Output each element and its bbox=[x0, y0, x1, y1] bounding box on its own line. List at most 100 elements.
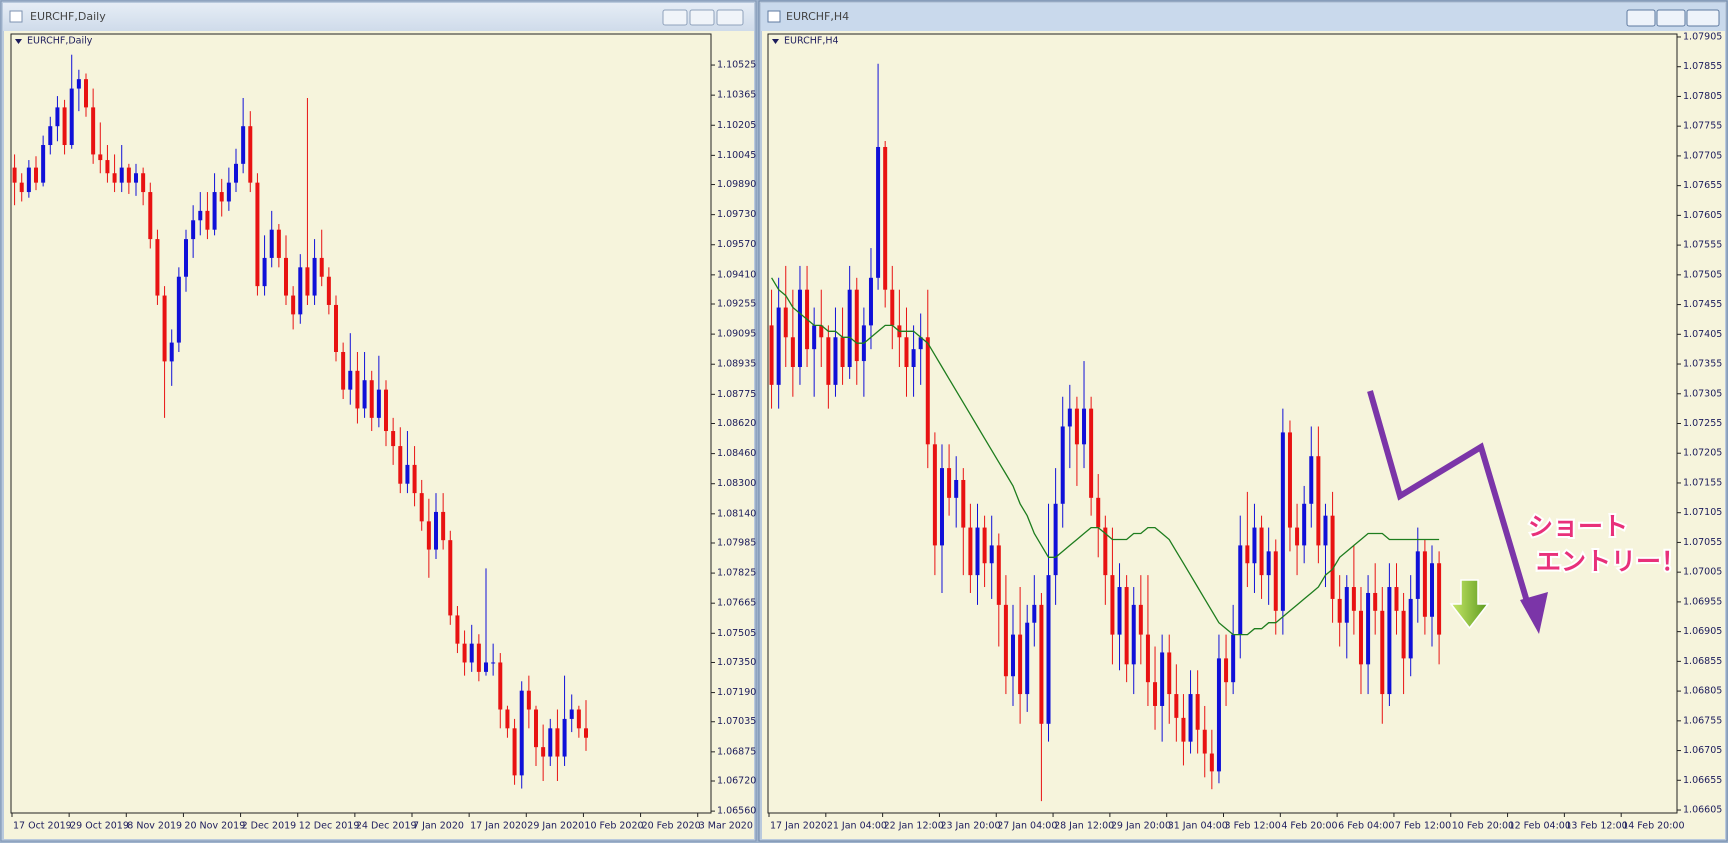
x-tick-label: 17 Oct 2019 bbox=[13, 821, 72, 832]
candle-body bbox=[476, 643, 481, 672]
candle-body bbox=[419, 493, 424, 522]
candle-body bbox=[119, 167, 124, 183]
title-bar bbox=[3, 3, 754, 31]
y-tick-label: 1.06955 bbox=[1683, 596, 1722, 607]
close-button[interactable] bbox=[716, 9, 744, 26]
candle-body bbox=[162, 295, 167, 362]
candle-body bbox=[819, 325, 824, 338]
y-tick-label: 1.07305 bbox=[1683, 388, 1722, 399]
x-tick-label: 7 Feb 12:00 bbox=[1395, 821, 1451, 832]
candle-body bbox=[12, 167, 17, 183]
candle-body bbox=[975, 527, 980, 576]
x-tick-label: 3 Mar 2020 bbox=[699, 821, 753, 832]
y-tick-label: 1.10365 bbox=[717, 90, 756, 101]
candle-body bbox=[262, 257, 267, 287]
candle-body bbox=[526, 690, 531, 710]
candle-body bbox=[34, 167, 38, 183]
candle-body bbox=[91, 107, 96, 155]
candle-body bbox=[341, 351, 346, 390]
candle-body bbox=[534, 709, 538, 748]
y-tick-label: 1.06805 bbox=[1683, 686, 1722, 697]
candle-body bbox=[1160, 652, 1165, 706]
candle-body bbox=[1330, 515, 1335, 599]
y-tick-label: 1.09570 bbox=[717, 239, 756, 250]
candle-body bbox=[105, 160, 110, 174]
candle-body bbox=[911, 349, 916, 368]
candle-body bbox=[833, 337, 838, 385]
candle-body bbox=[1067, 408, 1072, 427]
x-tick-label: 6 Feb 04:00 bbox=[1338, 821, 1394, 832]
x-tick-label: 27 Jan 04:00 bbox=[997, 821, 1057, 832]
candle-body bbox=[1195, 694, 1200, 730]
menu-triangle bbox=[15, 39, 22, 44]
candle-body bbox=[448, 540, 453, 616]
chart-background bbox=[4, 31, 754, 839]
y-tick-label: 1.06705 bbox=[1683, 745, 1722, 756]
candle-body bbox=[1252, 527, 1257, 564]
candle-body bbox=[69, 88, 74, 146]
candle-body bbox=[569, 709, 574, 719]
y-tick-label: 1.09095 bbox=[717, 329, 756, 340]
candle-body bbox=[1110, 575, 1115, 635]
x-tick-label: 29 Jan 20:00 bbox=[1111, 821, 1171, 832]
candle-body bbox=[441, 511, 446, 541]
restore-button[interactable] bbox=[689, 9, 715, 26]
restore-button[interactable] bbox=[1656, 9, 1686, 27]
candle-body bbox=[41, 145, 46, 183]
candle-body bbox=[212, 192, 217, 230]
candle-body bbox=[932, 444, 937, 546]
candle-body bbox=[1117, 587, 1122, 635]
candle-body bbox=[925, 337, 930, 445]
candle-body bbox=[176, 276, 181, 343]
chart-background bbox=[762, 31, 1725, 839]
title-bar bbox=[761, 3, 1725, 31]
y-tick-label: 1.07190 bbox=[717, 687, 756, 698]
candle-body bbox=[1273, 551, 1278, 611]
y-tick-label: 1.07805 bbox=[1683, 91, 1722, 102]
y-tick-label: 1.07105 bbox=[1683, 507, 1722, 518]
y-tick-label: 1.08775 bbox=[717, 389, 756, 400]
candle-body bbox=[241, 126, 246, 164]
candle-body bbox=[484, 662, 488, 672]
candle-body bbox=[126, 167, 131, 183]
candle-body bbox=[769, 325, 774, 385]
candle-body bbox=[498, 662, 503, 710]
moving-average bbox=[771, 277, 1440, 636]
y-tick-label: 1.07705 bbox=[1683, 150, 1722, 161]
candle-body bbox=[1103, 527, 1108, 576]
window-icon bbox=[9, 10, 23, 23]
candle-body bbox=[1259, 527, 1264, 576]
y-tick-label: 1.09730 bbox=[717, 209, 756, 220]
y-tick-label: 1.07555 bbox=[1683, 240, 1722, 251]
y-tick-label: 1.07355 bbox=[1683, 359, 1722, 370]
candle-body bbox=[148, 192, 153, 240]
candle-body bbox=[790, 337, 795, 368]
candle-body bbox=[1216, 658, 1221, 772]
candle-body bbox=[576, 709, 581, 729]
candle-body bbox=[1060, 426, 1065, 504]
candle-body bbox=[184, 239, 188, 277]
annotation: ショート bbox=[1528, 512, 1628, 541]
candle-body bbox=[512, 728, 517, 776]
candle-body bbox=[48, 126, 53, 146]
close-button[interactable] bbox=[1686, 9, 1720, 27]
y-tick-label: 1.07205 bbox=[1683, 448, 1722, 459]
candle-body bbox=[1224, 658, 1229, 683]
x-tick-label: 12 Feb 04:00 bbox=[1509, 821, 1571, 832]
chart-label: EURCHF,Daily bbox=[27, 36, 93, 47]
minimize-button[interactable] bbox=[662, 9, 688, 26]
candle-body bbox=[205, 210, 210, 230]
candle-body bbox=[1323, 515, 1328, 546]
x-tick-label: 29 Oct 2019 bbox=[70, 821, 129, 832]
candle-body bbox=[84, 79, 88, 108]
candle-body bbox=[1415, 551, 1420, 599]
window-title: EURCHF,Daily bbox=[30, 10, 106, 23]
y-tick-label: 1.06655 bbox=[1683, 775, 1722, 786]
candle-body bbox=[198, 210, 203, 221]
candle-body bbox=[1124, 587, 1129, 665]
candle-body bbox=[1231, 634, 1236, 683]
minimize-button[interactable] bbox=[1626, 9, 1656, 27]
candle-body bbox=[954, 479, 959, 498]
x-tick-label: 29 Jan 2020 bbox=[527, 821, 584, 832]
candle-body bbox=[584, 728, 588, 738]
